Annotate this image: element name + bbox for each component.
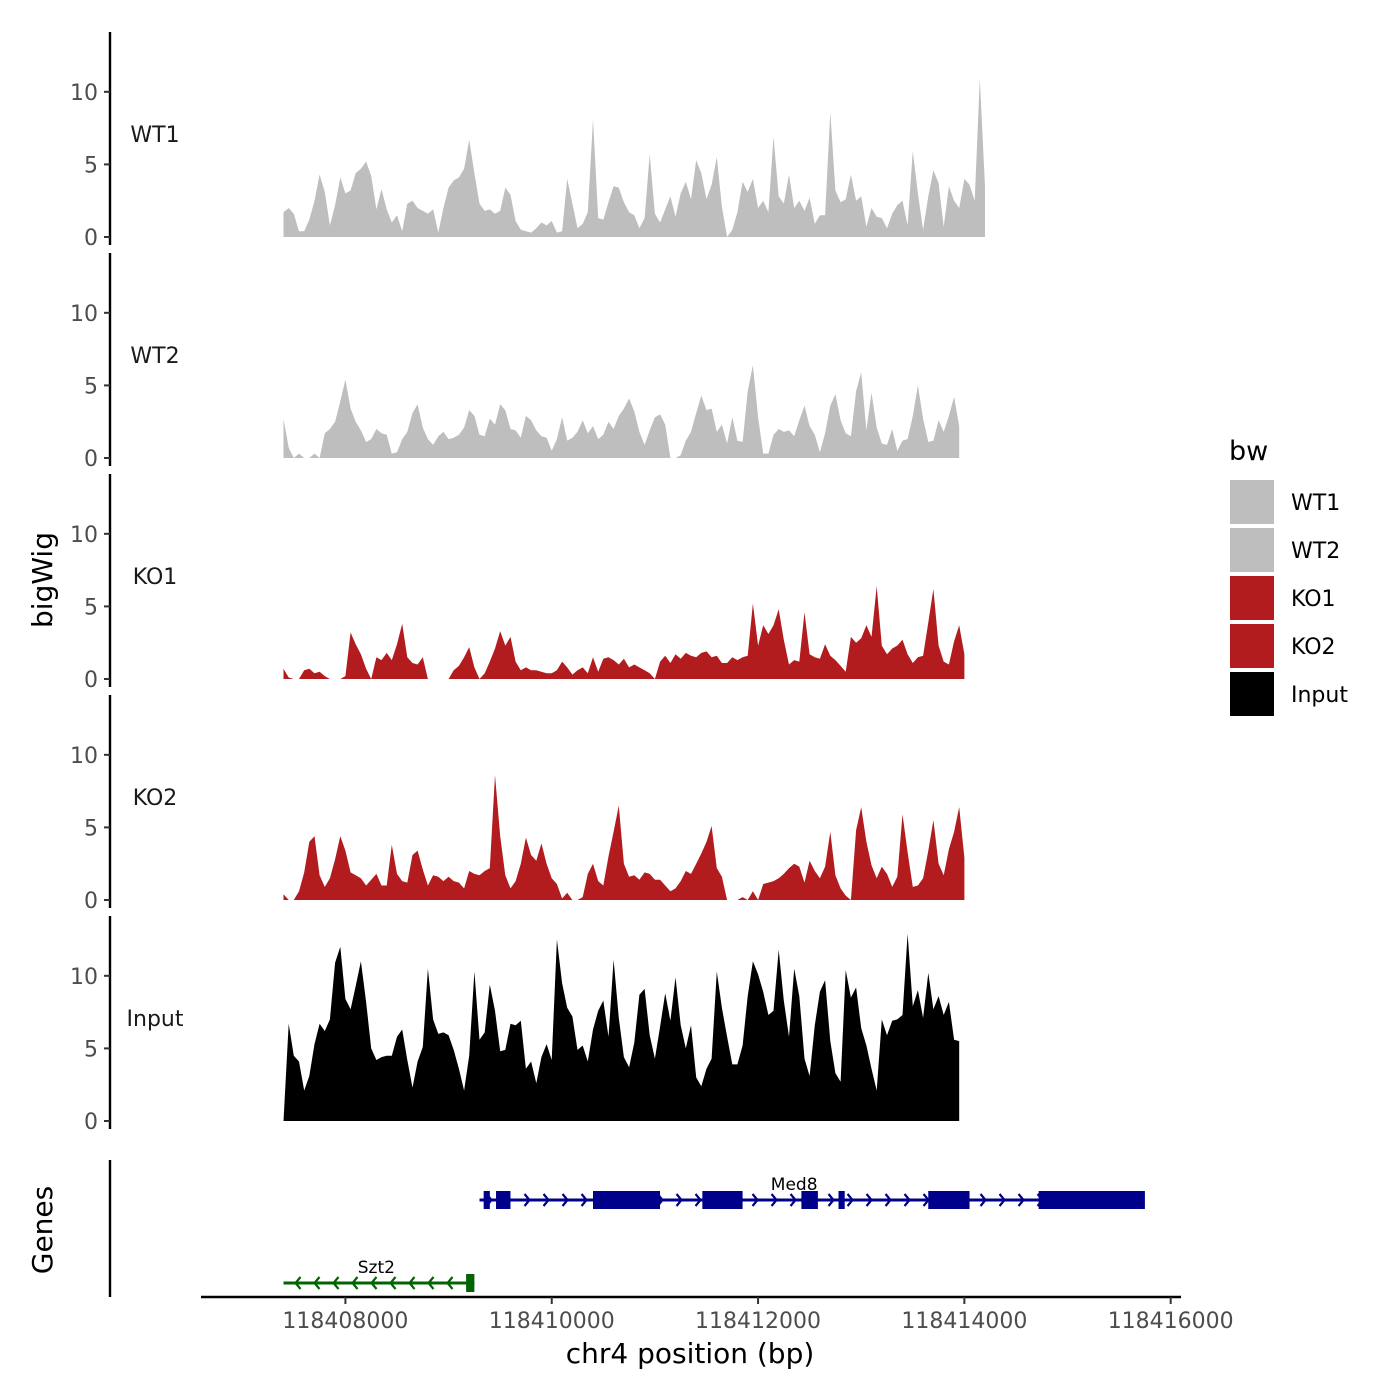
legend-label-wt1: WT1 — [1291, 491, 1340, 516]
strand-arrow — [865, 1193, 873, 1207]
exon-block — [496, 1191, 511, 1209]
legend-swatch-ko1 — [1230, 576, 1274, 620]
exon-block — [801, 1191, 818, 1209]
strand-arrow — [827, 1193, 835, 1207]
exon-block — [593, 1191, 661, 1209]
y-tick-label: 10 — [70, 302, 98, 327]
y-tick-label: 0 — [84, 1110, 98, 1135]
y-tick-label: 10 — [70, 81, 98, 106]
exon-block — [466, 1274, 475, 1292]
strand-arrow — [770, 1193, 778, 1207]
strand-arrow — [675, 1193, 683, 1207]
strand-arrow — [427, 1276, 435, 1290]
track-label-ko1: KO1 — [133, 565, 178, 590]
strand-arrow — [694, 1193, 702, 1207]
strand-arrow — [846, 1193, 854, 1207]
track-ko1: 0 5 10 KO1 — [70, 474, 965, 693]
y-tick-label: 0 — [84, 447, 98, 472]
track-wt1: 0 5 10 WT1 — [70, 32, 985, 251]
legend-swatch-wt1 — [1230, 480, 1274, 524]
genes-axis-title: Genes — [26, 1186, 59, 1274]
area-wt2 — [283, 365, 960, 458]
x-tick-label: 118412000 — [695, 1309, 821, 1334]
legend-label-input: Input — [1291, 683, 1348, 708]
legend-label-ko2: KO2 — [1291, 635, 1336, 660]
strand-arrow — [408, 1276, 416, 1290]
track-label-ko2: KO2 — [133, 786, 178, 811]
strand-arrow — [389, 1276, 397, 1290]
y-tick-label: 5 — [84, 1037, 98, 1062]
y-tick-label: 5 — [84, 374, 98, 399]
x-tick-label: 118408000 — [282, 1309, 408, 1334]
track-label-wt2: WT2 — [130, 344, 179, 369]
track-label-wt1: WT1 — [130, 123, 179, 148]
y-tick-label: 0 — [84, 889, 98, 914]
strand-arrow — [903, 1193, 911, 1207]
strand-arrow — [351, 1276, 359, 1290]
x-axis-title: chr4 position (bp) — [566, 1337, 815, 1370]
y-tick-label: 5 — [84, 153, 98, 178]
track-input: 0 5 10 Input — [70, 916, 960, 1135]
strand-arrow — [979, 1193, 987, 1207]
exon-block — [838, 1191, 845, 1209]
legend: bw WT1 WT2 KO1 KO2 Input — [1229, 436, 1348, 716]
x-tick-label: 118416000 — [1108, 1309, 1234, 1334]
area-input — [283, 933, 960, 1121]
strand-arrow — [998, 1193, 1006, 1207]
gene-med8: Med8 — [479, 1175, 1145, 1209]
y-tick-label: 10 — [70, 744, 98, 769]
x-tick-label: 118414000 — [901, 1309, 1027, 1334]
strand-arrow — [332, 1276, 340, 1290]
y-tick-label: 0 — [84, 226, 98, 251]
strand-arrow — [1017, 1193, 1025, 1207]
genes-panel: Szt2 Med8 — [108, 1160, 1145, 1297]
x-axis: 118408000 118410000 118412000 118414000 1184… — [201, 1295, 1234, 1334]
legend-label-wt2: WT2 — [1291, 539, 1340, 564]
exon-block — [702, 1191, 743, 1209]
y-tick-label: 10 — [70, 965, 98, 990]
y-axis-title: bigWig — [26, 532, 59, 628]
track-wt2: 0 5 10 WT2 — [70, 253, 960, 472]
strand-arrow — [523, 1193, 531, 1207]
y-tick-label: 0 — [84, 668, 98, 693]
strand-arrow — [751, 1193, 759, 1207]
area-wt1 — [283, 78, 985, 237]
legend-swatch-input — [1230, 672, 1274, 716]
strand-arrow — [370, 1276, 378, 1290]
gene-szt2: Szt2 — [283, 1258, 475, 1292]
strand-arrow — [789, 1193, 797, 1207]
bigwig-tracks: 0 5 10 WT1 0 5 10 WT2 0 5 10 KO1 0 5 10 KO2 0 5 10 Input — [70, 32, 985, 1135]
exon-block — [1038, 1191, 1145, 1209]
track-label-input: Input — [127, 1007, 184, 1032]
area-ko1 — [283, 586, 965, 679]
strand-arrow — [446, 1276, 454, 1290]
exon-block — [483, 1191, 490, 1209]
track-ko2: 0 5 10 KO2 — [70, 695, 965, 914]
strand-arrow — [561, 1193, 569, 1207]
legend-title: bw — [1229, 436, 1268, 467]
exon-block — [928, 1191, 970, 1209]
y-tick-label: 5 — [84, 816, 98, 841]
strand-arrow — [542, 1193, 550, 1207]
strand-arrow — [884, 1193, 892, 1207]
strand-arrow — [580, 1193, 588, 1207]
y-tick-label: 5 — [84, 595, 98, 620]
strand-arrow — [294, 1276, 302, 1290]
legend-swatch-wt2 — [1230, 528, 1274, 572]
strand-arrow — [313, 1276, 321, 1290]
gene-label-szt2: Szt2 — [358, 1258, 395, 1278]
y-tick-label: 10 — [70, 523, 98, 548]
area-ko2 — [283, 775, 965, 900]
x-tick-label: 118410000 — [489, 1309, 615, 1334]
legend-swatch-ko2 — [1230, 624, 1274, 668]
gene-label-med8: Med8 — [771, 1175, 818, 1195]
legend-label-ko1: KO1 — [1291, 587, 1336, 612]
